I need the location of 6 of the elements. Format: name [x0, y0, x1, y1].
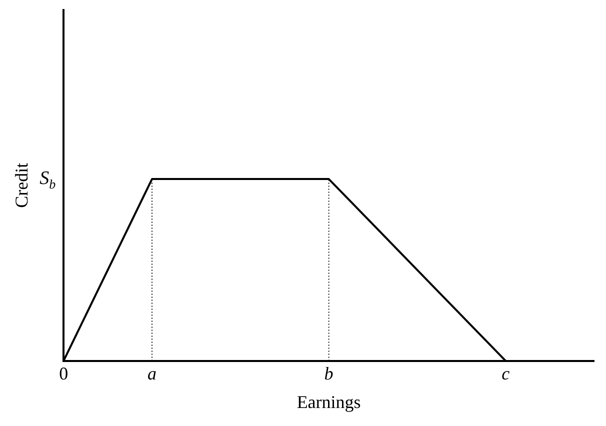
x-tick-label: 0 — [59, 363, 68, 384]
x-tick-label: c — [502, 363, 510, 384]
x-tick-label: b — [324, 363, 334, 384]
y-axis-title: Credit — [12, 162, 32, 208]
x-axis-title: Earnings — [296, 392, 361, 412]
x-tick-label: a — [148, 363, 156, 384]
